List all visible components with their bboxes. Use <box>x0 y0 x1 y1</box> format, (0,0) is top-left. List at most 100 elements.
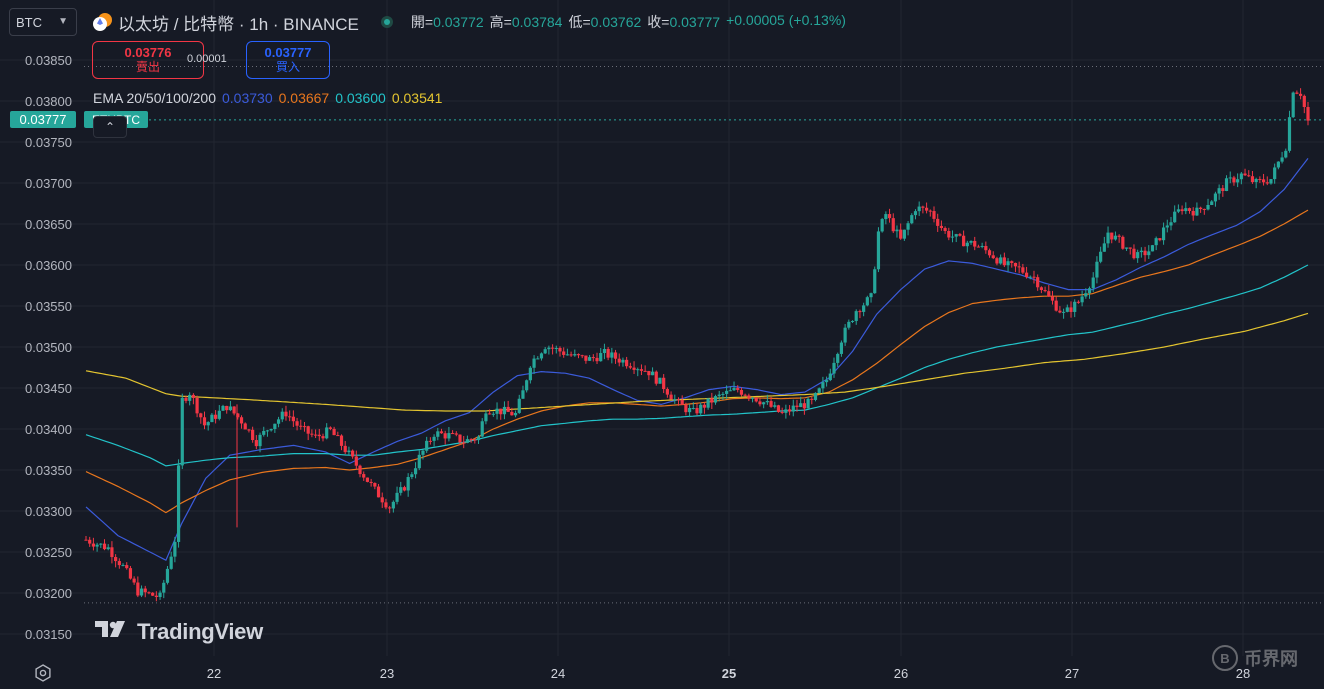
chart-title: 以太坊 / 比特幣 · 1h · BINANCE <box>118 14 359 34</box>
y-axis-tick-label: 0.03500 <box>25 340 72 355</box>
candle-body <box>673 399 677 401</box>
candle-body <box>817 388 821 393</box>
candle-body <box>936 218 940 226</box>
candle-body <box>602 348 607 354</box>
candle-body <box>850 320 855 322</box>
y-axis-tick-label: 0.03350 <box>25 463 72 478</box>
candle-body <box>669 394 673 400</box>
candle-body <box>339 435 344 446</box>
candle-body <box>139 588 144 596</box>
collapse-legend-button[interactable]: ⌃ <box>93 116 127 138</box>
candle-body <box>843 327 847 343</box>
symbol-select[interactable]: BTC ▼ <box>9 8 77 36</box>
candle-body <box>1295 92 1299 94</box>
candle-body <box>588 357 592 361</box>
candle-body <box>621 359 625 363</box>
chevron-down-icon: ▼ <box>58 16 68 27</box>
buy-button[interactable]: 0.03777 買入 <box>246 41 330 79</box>
candle-body <box>776 405 781 412</box>
candle-body <box>184 397 188 401</box>
candle-body <box>1202 208 1206 210</box>
candle-body <box>488 413 492 415</box>
ema20-line <box>85 158 1309 562</box>
candle-body <box>632 367 636 370</box>
candle-body <box>236 413 240 418</box>
candle-body <box>417 454 421 469</box>
candle-body <box>232 406 236 414</box>
candle-body <box>221 405 225 411</box>
candle-body <box>469 439 473 441</box>
candle-body <box>1302 95 1306 108</box>
candle-body <box>1154 238 1158 246</box>
candle-body <box>699 404 703 414</box>
candle-body <box>295 421 299 426</box>
candle-body <box>1284 150 1288 158</box>
candle-body <box>243 423 247 430</box>
candle-body <box>258 434 262 447</box>
candle-body <box>1243 173 1247 176</box>
candle-body <box>1013 262 1018 267</box>
candle-body <box>1010 261 1014 263</box>
candle-body <box>791 405 795 412</box>
candle-body <box>1280 157 1284 162</box>
candle-body <box>365 477 370 482</box>
candle-body <box>313 434 318 436</box>
y-axis-tick-label: 0.03550 <box>25 299 72 314</box>
market-open-icon[interactable] <box>380 16 393 28</box>
candle-body <box>906 223 910 230</box>
candle-body <box>147 592 151 594</box>
candle-body <box>536 358 540 360</box>
candle-body <box>347 450 351 453</box>
candle-body <box>562 351 566 355</box>
candle-body <box>1180 209 1184 212</box>
ema-legend[interactable]: EMA 20/50/100/200 0.03730 0.03667 0.0360… <box>93 90 442 106</box>
spread-value: 0.00001 <box>187 53 227 65</box>
candle-body <box>636 369 640 371</box>
candle-body <box>1102 243 1106 252</box>
candle-body <box>99 543 103 545</box>
candle-body <box>425 440 429 451</box>
candle-body <box>491 413 495 415</box>
tradingview-logo[interactable]: TradingView <box>95 619 263 645</box>
candle-body <box>291 416 295 422</box>
candle-body <box>332 428 336 436</box>
candle-body <box>273 423 277 430</box>
candle-body <box>647 370 651 376</box>
candle-body <box>1128 247 1132 249</box>
candle-body <box>687 408 692 413</box>
ema100-value: 0.03600 <box>335 90 386 106</box>
candle-body <box>132 578 136 583</box>
candle-body <box>991 255 995 259</box>
candle-body <box>539 353 544 359</box>
candle-body <box>117 561 121 566</box>
candle-body <box>617 358 621 363</box>
candle-body <box>973 240 977 247</box>
candle-body <box>1176 209 1180 212</box>
candle-body <box>780 411 784 413</box>
candle-body <box>887 214 892 219</box>
candle-body <box>595 357 599 362</box>
ema50-value: 0.03667 <box>278 90 330 106</box>
chart-settings-icon[interactable] <box>34 664 52 682</box>
candle-body <box>310 433 314 435</box>
candle-body <box>191 394 195 398</box>
candle-body <box>950 236 955 238</box>
chart-title-row: 以太坊 / 比特幣 · 1h · BINANCE 開=0.03772 高=0.0… <box>92 10 846 34</box>
sell-button[interactable]: 0.03776 賣出 <box>92 41 204 79</box>
candle-body <box>325 427 329 439</box>
ema50-line <box>85 209 1309 514</box>
candle-body <box>173 541 177 557</box>
candle-body <box>1261 179 1266 183</box>
symbol-select-value: BTC <box>16 14 42 30</box>
y-axis-tick-label: 0.03200 <box>25 586 72 601</box>
ohlc-change: +0.00005 (+0.13%) <box>726 12 846 28</box>
candle-body <box>1076 301 1081 303</box>
candle-body <box>306 426 310 434</box>
candle-body <box>1224 178 1229 191</box>
candle-body <box>110 547 114 558</box>
candle-body <box>754 397 758 402</box>
candle-body <box>717 394 721 397</box>
candle-body <box>265 430 270 432</box>
